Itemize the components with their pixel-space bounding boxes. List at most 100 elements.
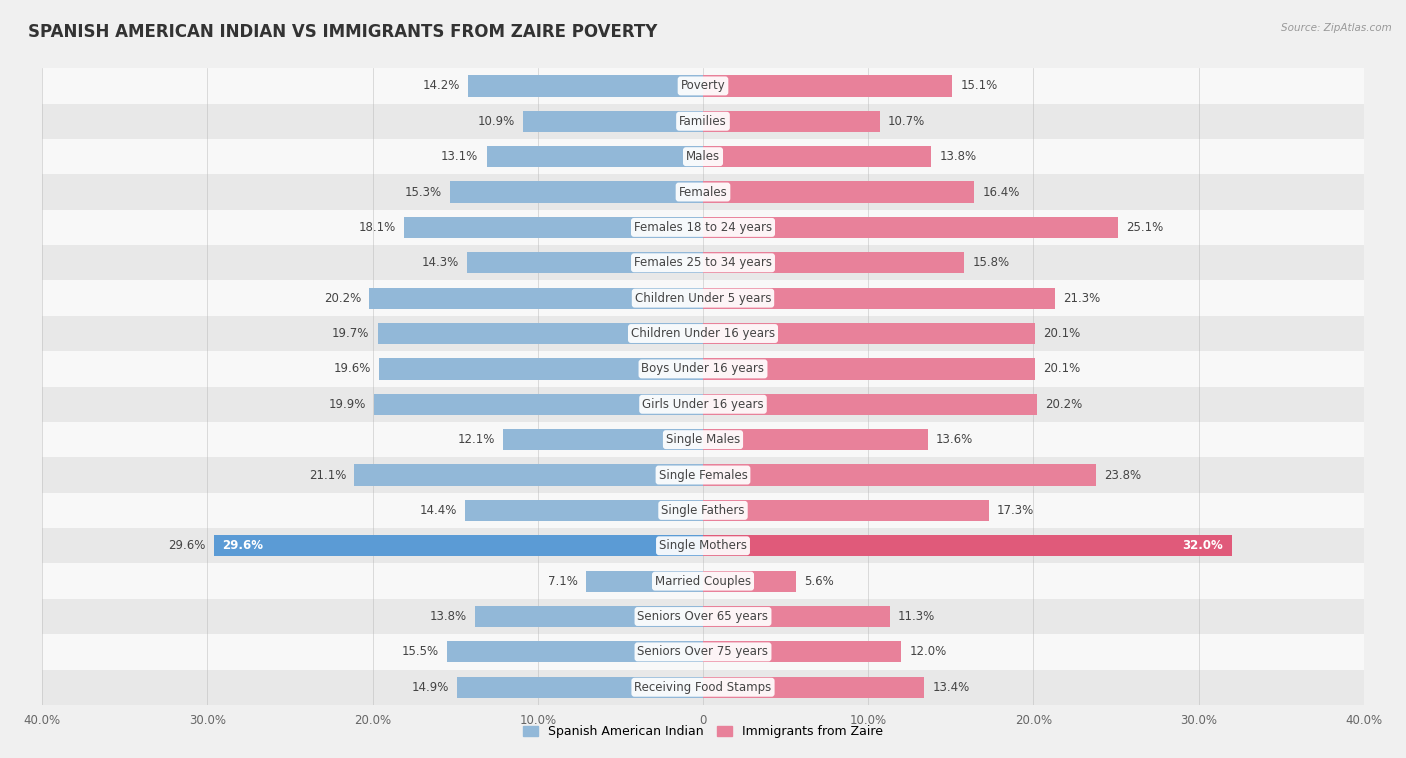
Text: Poverty: Poverty	[681, 80, 725, 92]
Text: 5.6%: 5.6%	[804, 575, 834, 587]
Bar	[370, 287, 703, 309]
Text: 20.1%: 20.1%	[1043, 362, 1081, 375]
Text: 12.1%: 12.1%	[457, 433, 495, 446]
Text: 7.1%: 7.1%	[547, 575, 578, 587]
Text: Males: Males	[686, 150, 720, 163]
Bar	[378, 323, 703, 344]
Bar	[486, 146, 703, 168]
Text: Receiving Food Stamps: Receiving Food Stamps	[634, 681, 772, 694]
Text: 20.2%: 20.2%	[1045, 398, 1083, 411]
Text: Children Under 16 years: Children Under 16 years	[631, 327, 775, 340]
Bar	[703, 571, 796, 592]
Bar	[703, 75, 952, 96]
Text: Children Under 5 years: Children Under 5 years	[634, 292, 772, 305]
Bar	[703, 359, 1035, 380]
Text: 12.0%: 12.0%	[910, 645, 946, 659]
Bar	[703, 111, 880, 132]
Bar	[503, 429, 703, 450]
Bar	[586, 571, 703, 592]
Text: Families: Families	[679, 114, 727, 128]
Bar	[465, 500, 703, 521]
Text: 18.1%: 18.1%	[359, 221, 395, 234]
Bar	[42, 280, 1364, 316]
Text: 19.7%: 19.7%	[332, 327, 370, 340]
Bar	[42, 139, 1364, 174]
Bar	[703, 677, 924, 698]
Bar	[703, 606, 890, 627]
Text: 20.1%: 20.1%	[1043, 327, 1081, 340]
Text: Females 18 to 24 years: Females 18 to 24 years	[634, 221, 772, 234]
Text: 14.9%: 14.9%	[411, 681, 449, 694]
Bar	[475, 606, 703, 627]
Text: Boys Under 16 years: Boys Under 16 years	[641, 362, 765, 375]
Bar	[42, 387, 1364, 422]
Bar	[42, 599, 1364, 634]
Text: 15.1%: 15.1%	[960, 80, 998, 92]
Text: 29.6%: 29.6%	[169, 539, 205, 553]
Text: Source: ZipAtlas.com: Source: ZipAtlas.com	[1281, 23, 1392, 33]
Bar	[380, 359, 703, 380]
Bar	[703, 252, 965, 274]
Text: Girls Under 16 years: Girls Under 16 years	[643, 398, 763, 411]
Bar	[42, 493, 1364, 528]
Text: 16.4%: 16.4%	[983, 186, 1019, 199]
Text: 14.4%: 14.4%	[419, 504, 457, 517]
Text: 14.2%: 14.2%	[423, 80, 460, 92]
Bar	[42, 174, 1364, 210]
Bar	[468, 75, 703, 96]
Bar	[42, 68, 1364, 104]
Bar	[214, 535, 703, 556]
Bar	[42, 634, 1364, 669]
Text: Females: Females	[679, 186, 727, 199]
Text: 13.1%: 13.1%	[441, 150, 478, 163]
Bar	[703, 217, 1118, 238]
Bar	[374, 393, 703, 415]
Text: Single Females: Single Females	[658, 468, 748, 481]
Text: 20.2%: 20.2%	[323, 292, 361, 305]
Bar	[42, 316, 1364, 351]
Text: 19.6%: 19.6%	[333, 362, 371, 375]
Bar	[467, 252, 703, 274]
Bar	[703, 181, 974, 202]
Bar	[703, 393, 1036, 415]
Text: 19.9%: 19.9%	[329, 398, 366, 411]
Bar	[354, 465, 703, 486]
Bar	[457, 677, 703, 698]
Text: 21.3%: 21.3%	[1063, 292, 1101, 305]
Text: 29.6%: 29.6%	[222, 539, 263, 553]
Text: 15.3%: 15.3%	[405, 186, 441, 199]
Text: 23.8%: 23.8%	[1105, 468, 1142, 481]
Bar	[703, 500, 988, 521]
Text: Single Mothers: Single Mothers	[659, 539, 747, 553]
Text: 17.3%: 17.3%	[997, 504, 1035, 517]
Bar	[703, 465, 1097, 486]
Text: 13.8%: 13.8%	[430, 610, 467, 623]
Bar	[703, 535, 1232, 556]
Bar	[42, 351, 1364, 387]
Text: 11.3%: 11.3%	[898, 610, 935, 623]
Bar	[42, 422, 1364, 457]
Text: 10.7%: 10.7%	[889, 114, 925, 128]
Text: Single Males: Single Males	[666, 433, 740, 446]
Text: 15.5%: 15.5%	[402, 645, 439, 659]
Bar	[42, 563, 1364, 599]
Text: 25.1%: 25.1%	[1126, 221, 1163, 234]
Text: Single Fathers: Single Fathers	[661, 504, 745, 517]
Text: 15.8%: 15.8%	[973, 256, 1010, 269]
Bar	[42, 457, 1364, 493]
Bar	[42, 669, 1364, 705]
Bar	[447, 641, 703, 662]
Bar	[42, 210, 1364, 245]
Bar	[42, 528, 1364, 563]
Text: 13.4%: 13.4%	[932, 681, 970, 694]
Text: 21.1%: 21.1%	[309, 468, 346, 481]
Text: Females 25 to 34 years: Females 25 to 34 years	[634, 256, 772, 269]
Bar	[703, 287, 1054, 309]
Bar	[703, 641, 901, 662]
Bar	[703, 429, 928, 450]
Text: 32.0%: 32.0%	[1182, 539, 1223, 553]
Bar	[523, 111, 703, 132]
Text: 13.8%: 13.8%	[939, 150, 976, 163]
Bar	[703, 146, 931, 168]
Text: 13.6%: 13.6%	[936, 433, 973, 446]
